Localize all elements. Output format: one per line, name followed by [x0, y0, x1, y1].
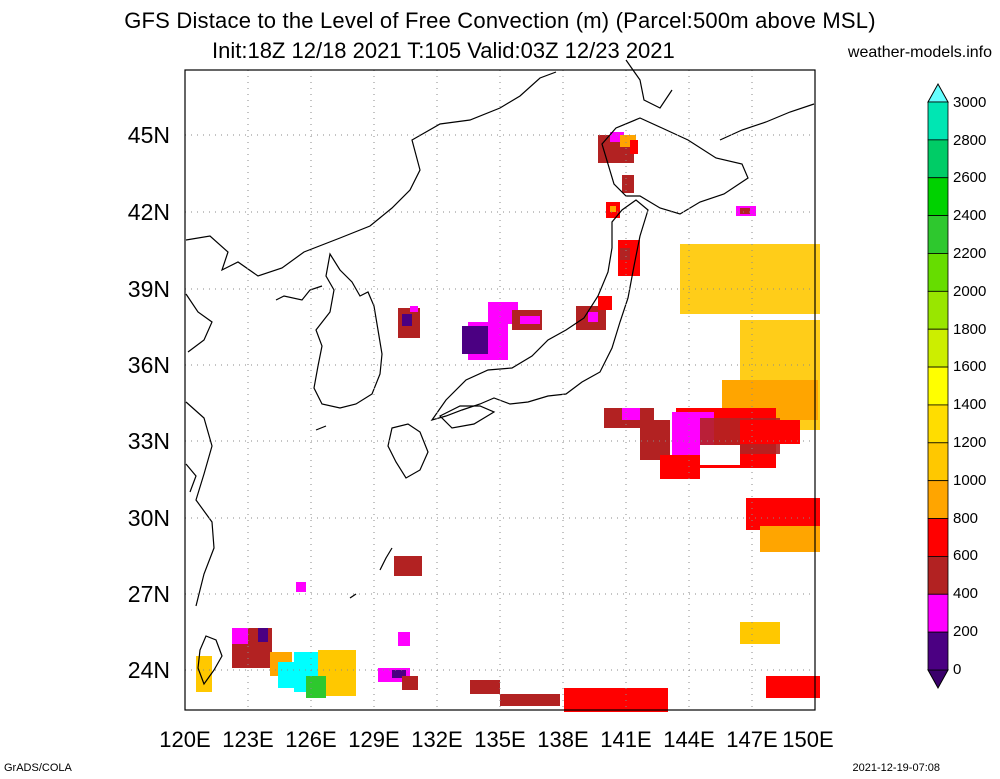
cb-label-600: 600: [953, 547, 978, 564]
cb-label-2400: 2400: [953, 207, 986, 224]
colorbar-swatch: [927, 442, 949, 482]
lon-label-123e: 123E: [222, 727, 273, 752]
colorbar-swatch: [927, 177, 949, 217]
cb-label-0: 0: [953, 661, 961, 678]
lon-label-135e: 135E: [474, 727, 525, 752]
longitude-axis: 120E 123E 126E 129E 132E 135E 138E 141E …: [159, 727, 833, 752]
colorbar-swatch: [927, 480, 949, 519]
colorbar-swatch: [927, 631, 949, 671]
chart-title: GFS Distace to the Level of Free Convect…: [124, 8, 876, 33]
lat-label-24n: 24N: [128, 657, 170, 683]
lon-label-150e: 150E: [782, 727, 833, 752]
coastlines: [185, 59, 815, 686]
cb-label-200: 200: [953, 623, 978, 640]
cb-label-1800: 1800: [953, 321, 986, 338]
colorbar-swatch: [927, 253, 949, 292]
colorbar-swatch: [927, 139, 949, 179]
colorbar-swatch: [927, 593, 949, 633]
latitude-axis: 45N 42N 39N 36N 33N 30N 27N 24N: [128, 122, 170, 683]
cb-label-400: 400: [953, 585, 978, 602]
lon-label-120e: 120E: [159, 727, 210, 752]
colorbar: 3000 2800 2600 2400 2200 2000 1800 1600 …: [927, 82, 986, 690]
colorbar-swatch: [927, 101, 949, 141]
lon-label-141e: 141E: [600, 727, 651, 752]
chart-subtitle: Init:18Z 12/18 2021 T:105 Valid:03Z 12/2…: [212, 38, 675, 63]
colorbar-swatch: [927, 366, 949, 406]
cb-label-800: 800: [953, 510, 978, 527]
cb-label-1600: 1600: [953, 358, 986, 375]
lon-label-144e: 144E: [663, 727, 714, 752]
colorbar-swatch: [927, 328, 949, 368]
lfc-shading: [196, 132, 820, 712]
colorbar-swatch: [927, 556, 949, 595]
lat-label-45n: 45N: [128, 122, 170, 148]
cb-label-2800: 2800: [953, 132, 986, 149]
cb-label-2200: 2200: [953, 245, 986, 262]
colorbar-top-arrow: [927, 82, 949, 103]
colorbar-swatches: [927, 101, 949, 671]
colorbar-swatch: [927, 518, 949, 557]
lat-label-33n: 33N: [128, 428, 170, 454]
lon-label-126e: 126E: [285, 727, 336, 752]
cb-label-1000: 1000: [953, 472, 986, 489]
footer-software: GrADS/COLA: [4, 762, 72, 774]
lat-label-42n: 42N: [128, 199, 170, 225]
colorbar-bottom-arrow: [927, 669, 949, 690]
lat-label-30n: 30N: [128, 505, 170, 531]
lon-label-132e: 132E: [411, 727, 462, 752]
footer-timestamp: 2021-12-19-07:08: [852, 762, 940, 774]
cb-label-3000: 3000: [953, 94, 986, 111]
lat-label-27n: 27N: [128, 581, 170, 607]
colorbar-swatch: [927, 215, 949, 254]
site-credit: weather-models.info: [847, 44, 992, 61]
colorbar-swatch: [927, 404, 949, 444]
cb-label-2000: 2000: [953, 283, 986, 300]
cb-label-2600: 2600: [953, 169, 986, 186]
colorbar-labels: 3000 2800 2600 2400 2200 2000 1800 1600 …: [953, 94, 986, 678]
lon-label-147e: 147E: [726, 727, 777, 752]
lon-label-129e: 129E: [348, 727, 399, 752]
lat-label-39n: 39N: [128, 276, 170, 302]
colorbar-swatch: [927, 290, 949, 330]
gridlines: [185, 70, 815, 710]
lat-label-36n: 36N: [128, 352, 170, 378]
map-frame: [184, 69, 816, 711]
lon-label-138e: 138E: [537, 727, 588, 752]
cb-label-1200: 1200: [953, 434, 986, 451]
cb-label-1400: 1400: [953, 396, 986, 413]
